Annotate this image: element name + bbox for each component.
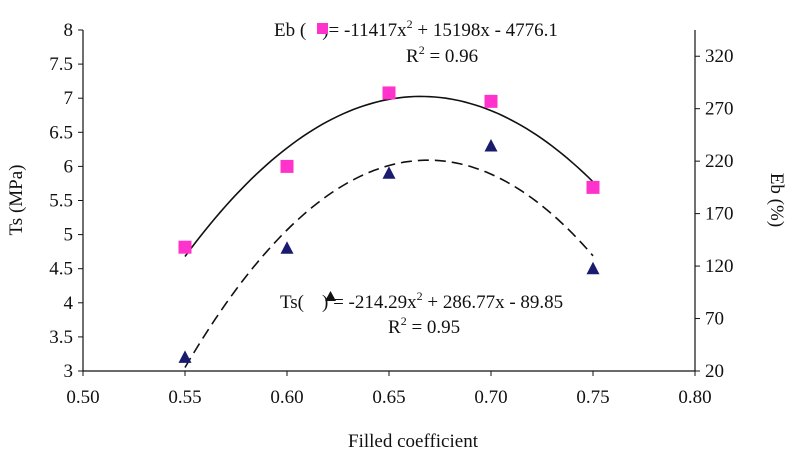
x-axis-title: Filled coefficient: [348, 431, 479, 452]
y-left-tick-label: 7: [64, 88, 74, 109]
ts-eq-exp: 2: [417, 289, 423, 303]
y-axis-right-title: Eb (%): [766, 173, 786, 227]
y-right-tick-label: 220: [705, 151, 734, 172]
y-right-tick-label: 70: [705, 309, 724, 330]
y-left-tick-label: 6.5: [49, 122, 73, 143]
ts-legend-triangle-icon: [325, 291, 336, 301]
y-right-tick-label: 20: [705, 361, 724, 382]
y-right-tick-label: 120: [705, 256, 734, 277]
x-tick-label: 0.50: [66, 387, 99, 408]
x-tick-label: 0.60: [270, 387, 303, 408]
eb-eq-prefix: Eb (: [274, 20, 306, 41]
eb-eq-mid: )= -11417x: [322, 20, 407, 41]
eb-r2-exp: 2: [419, 43, 425, 57]
data-points: [178, 86, 600, 363]
y-left-tick-label: 6: [64, 156, 74, 177]
ts-trendline: [184, 159, 594, 368]
tick-labels: 0.50 0.55 0.60 0.65 0.70 0.75 0.80 3 3.5 4 4.5 5 5.5…: [49, 20, 733, 408]
eb-r-squared: R2 = 0.96: [406, 43, 478, 67]
axes: [78, 29, 700, 376]
ts-r2-prefix: R: [388, 317, 401, 338]
eb-point: [586, 180, 600, 194]
y-left-tick-label: 3.5: [49, 327, 73, 348]
ts-point: [586, 261, 600, 275]
ts-r2-exp: 2: [401, 314, 407, 328]
eb-equation: Eb ( )= -11417x2 + 15198x - 4776.1: [274, 17, 558, 41]
eb-r2-prefix: R: [406, 46, 419, 67]
ts-point: [382, 166, 396, 179]
ts-equation: Ts( ) = -214.29x2 + 286.77x - 89.85: [280, 289, 563, 313]
x-tick-label: 0.55: [168, 387, 201, 408]
eb-eq-exp: 2: [407, 17, 413, 31]
y-right-tick-label: 320: [705, 46, 734, 67]
x-tick-label: 0.65: [372, 387, 405, 408]
y-left-tick-label: 5: [64, 225, 74, 246]
eb-point: [382, 86, 396, 100]
ts-eq-mid: ) = -214.29x: [322, 292, 417, 313]
ts-r-squared: R2 = 0.95: [388, 314, 460, 338]
y-left-tick-label: 8: [64, 20, 74, 41]
eb-point: [178, 240, 192, 254]
ts-point: [280, 241, 294, 254]
eb-legend-square-icon: [317, 23, 328, 34]
ts-r2-suffix: = 0.95: [407, 317, 460, 338]
y-right-tick-label: 170: [705, 204, 734, 225]
y-left-tick-label: 4.5: [49, 259, 73, 280]
y-left-tick-label: 7.5: [49, 54, 73, 75]
ts-point: [178, 350, 192, 363]
x-tick-label: 0.75: [576, 387, 609, 408]
y-left-tick-label: 3: [64, 361, 74, 382]
x-tick-label: 0.80: [678, 387, 711, 408]
y-left-tick-label: 5.5: [49, 191, 73, 212]
y-right-tick-label: 270: [705, 99, 734, 120]
eb-point: [280, 159, 294, 173]
eb-r2-suffix: = 0.96: [425, 46, 478, 67]
eb-eq-suffix: + 15198x - 4776.1: [413, 20, 558, 41]
eb-point: [484, 94, 498, 108]
y-left-tick-label: 4: [64, 293, 74, 314]
x-tick-label: 0.70: [474, 387, 507, 408]
ts-point: [484, 138, 498, 152]
y-axis-left-title: Ts (MPa): [6, 165, 27, 236]
ts-eq-suffix: + 286.77x - 89.85: [423, 292, 564, 313]
ts-eq-prefix: Ts(: [280, 292, 304, 313]
